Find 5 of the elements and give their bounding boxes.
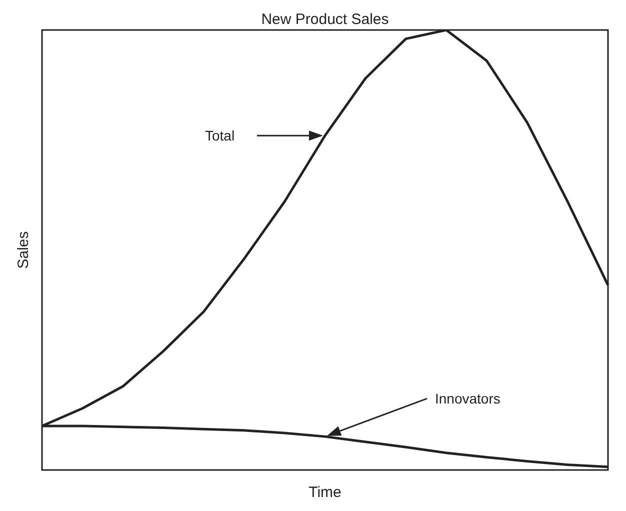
- legend-label: Total: [205, 128, 235, 144]
- text: Innovators: [435, 390, 500, 407]
- y-axis-title: Sales: [15, 231, 32, 269]
- x-axis-title: Time: [308, 484, 342, 501]
- chart-title: New Product Sales: [261, 11, 389, 28]
